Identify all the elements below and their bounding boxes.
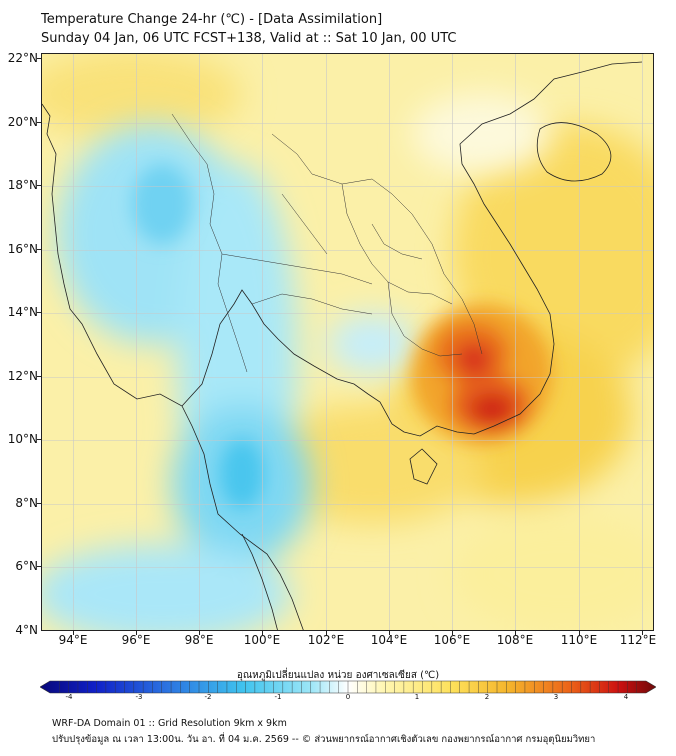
grid-lines (42, 54, 653, 630)
colorbar-tick-label: 2 (484, 693, 490, 701)
lon-label-112e: 112°E (619, 633, 657, 647)
lat-label-20n: 20°N (7, 115, 38, 129)
colorbar-tick-label: -4 (65, 693, 73, 701)
lon-tick (515, 631, 516, 635)
lon-label-108e: 108°E (496, 633, 534, 647)
lon-label-94e: 94°E (58, 633, 88, 647)
colorbar-tick-label: -2 (204, 693, 212, 701)
lat-label-14n: 14°N (7, 305, 38, 319)
lat-tick (37, 122, 41, 123)
lon-tick (579, 631, 580, 635)
lat-label-18n: 18°N (7, 178, 38, 192)
lon-tick (136, 631, 137, 635)
lat-tick (37, 185, 41, 186)
lon-tick (389, 631, 390, 635)
lon-tick (262, 631, 263, 635)
coastlines (42, 61, 643, 630)
colorbar-tick-label: 0 (345, 693, 351, 701)
lon-label-106e: 106°E (433, 633, 471, 647)
lon-label-96e: 96°E (121, 633, 151, 647)
country-borders (171, 113, 483, 373)
colorbar-label: อุณหภูมิเปลี่ยนแปลง หน่วย องศาเซลเซียส (… (236, 670, 440, 681)
lat-tick (37, 503, 41, 504)
lat-label-12n: 12°N (7, 369, 38, 383)
lat-label-22n: 22°N (7, 51, 38, 65)
map-title: Temperature Change 24-hr (℃) - [Data Ass… (41, 12, 383, 27)
lat-tick (37, 376, 41, 377)
footer-update-info: ปรับปรุงข้อมูล ณ เวลา 13:00น. วัน อา. ที… (52, 734, 596, 745)
footer-model-info: WRF-DA Domain 01 :: Grid Resolution 9km … (52, 718, 287, 729)
lon-label-98e: 98°E (184, 633, 214, 647)
colorbar-tick-label: 3 (553, 693, 559, 701)
lat-tick (37, 439, 41, 440)
lat-label-8n: 8°N (15, 496, 38, 510)
lat-label-16n: 16°N (7, 242, 38, 256)
lon-tick (73, 631, 74, 635)
colorbar (40, 680, 656, 694)
lon-label-104e: 104°E (370, 633, 408, 647)
lat-tick (37, 312, 41, 313)
temperature-change-map (41, 53, 654, 631)
lat-label-4n: 4°N (15, 623, 38, 637)
lon-tick (199, 631, 200, 635)
lon-label-110e: 110°E (560, 633, 598, 647)
lat-label-10n: 10°N (7, 432, 38, 446)
lon-tick (452, 631, 453, 635)
lon-label-100e: 100°E (243, 633, 281, 647)
lon-tick (642, 631, 643, 635)
lat-tick (37, 566, 41, 567)
lat-label-6n: 6°N (15, 559, 38, 573)
lon-label-102e: 102°E (307, 633, 345, 647)
lat-tick (37, 58, 41, 59)
map-subtitle: Sunday 04 Jan, 06 UTC FCST+138, Valid at… (41, 31, 457, 46)
lat-tick (37, 249, 41, 250)
colorbar-tick-label: 4 (623, 693, 629, 701)
colorbar-tick-label: -1 (274, 693, 282, 701)
colorbar-tick-label: -3 (135, 693, 143, 701)
colorbar-tick-label: 1 (414, 693, 420, 701)
lon-tick (326, 631, 327, 635)
